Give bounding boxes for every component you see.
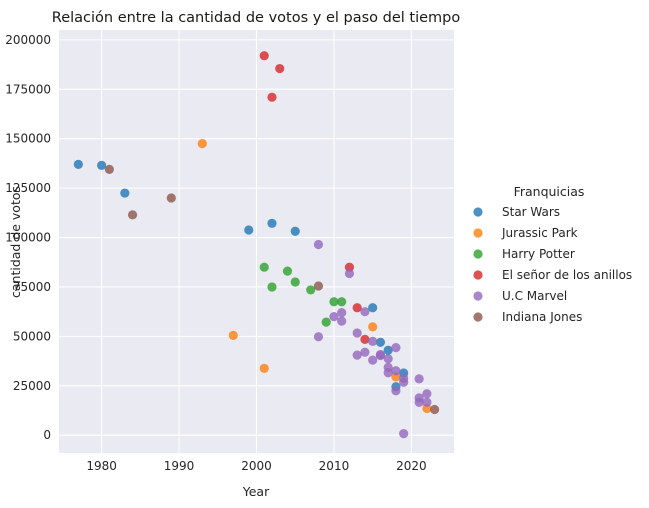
x-tick-label: 2000	[241, 459, 272, 473]
data-point	[368, 303, 378, 313]
legend-label: Harry Potter	[502, 247, 575, 261]
data-point	[352, 350, 362, 360]
data-point	[360, 347, 370, 357]
series-5	[104, 164, 440, 415]
data-point	[383, 345, 393, 355]
legend: Franquicias Star Wars Jurassic Park Harry …	[473, 184, 632, 324]
legend-marker	[473, 312, 483, 322]
x-tick-label: 1990	[164, 459, 195, 473]
data-point	[73, 159, 83, 170]
data-point	[166, 193, 176, 203]
legend-label: Star Wars	[502, 205, 560, 219]
data-point	[313, 281, 324, 291]
data-point	[422, 397, 432, 407]
data-point	[360, 334, 370, 344]
data-point	[368, 336, 378, 346]
data-point	[368, 355, 378, 365]
x-tick-labels: 1980 1990 2000 2010 2020	[86, 459, 426, 473]
data-point	[414, 397, 424, 407]
data-point	[259, 363, 269, 373]
data-point	[352, 303, 362, 313]
legend-marker	[473, 228, 483, 238]
legend-title: Franquicias	[514, 184, 585, 199]
data-point	[352, 328, 362, 338]
data-point	[313, 239, 324, 250]
data-point	[399, 429, 409, 439]
data-point	[267, 218, 277, 228]
data-point	[290, 277, 300, 287]
data-point	[383, 368, 393, 378]
series-3	[259, 51, 370, 344]
x-tick-label: 1980	[86, 459, 117, 473]
data-point	[375, 337, 386, 347]
y-tick-label: 100000	[5, 231, 51, 245]
data-point	[267, 92, 277, 102]
legend-label: Jurassic Park	[501, 226, 578, 240]
y-tick-label: 75000	[13, 280, 51, 294]
data-point	[267, 282, 277, 292]
data-point	[399, 377, 409, 387]
grid-lines	[59, 30, 454, 453]
legend-label: El señor de los anillos	[502, 268, 632, 282]
legend-marker	[473, 291, 483, 301]
y-tick-label: 50000	[13, 329, 51, 343]
data-point	[430, 404, 440, 415]
data-point	[422, 389, 432, 399]
data-point	[259, 262, 269, 272]
data-point	[422, 403, 432, 414]
y-tick-label: 0	[43, 428, 51, 442]
legend-label: U.C Marvel	[502, 289, 567, 303]
data-point	[120, 188, 130, 198]
data-point	[329, 297, 339, 307]
legend-label: Indiana Jones	[502, 310, 582, 324]
data-point	[313, 332, 324, 342]
data-point	[337, 308, 347, 318]
series-2	[259, 262, 347, 327]
legend-marker	[473, 270, 483, 280]
data-point	[306, 285, 316, 295]
data-point	[337, 316, 347, 326]
data-point	[96, 160, 107, 170]
data-point	[383, 354, 393, 364]
data-point	[275, 63, 285, 74]
data-point	[197, 139, 207, 149]
y-tick-labels: 0 25000 50000 75000 100000 125000 150000 175000…	[5, 33, 51, 442]
data-point	[104, 164, 114, 174]
data-point	[375, 349, 386, 360]
y-tick-label: 200000	[5, 33, 51, 47]
y-axis-label: cantidad de votos	[8, 186, 23, 298]
data-point	[344, 262, 355, 272]
data-point	[344, 268, 355, 279]
data-point	[414, 374, 424, 384]
data-point	[391, 343, 401, 353]
series-1	[197, 139, 432, 414]
x-tick-label: 2020	[396, 459, 427, 473]
data-point	[337, 297, 347, 307]
y-tick-label: 25000	[13, 379, 51, 393]
data-point	[228, 330, 238, 340]
data-point	[391, 386, 401, 396]
data-point	[329, 312, 339, 322]
legend-marker	[473, 207, 483, 217]
data-points	[73, 51, 440, 439]
y-tick-label: 125000	[5, 181, 51, 195]
data-point	[127, 210, 138, 220]
data-point	[282, 266, 293, 276]
data-point	[244, 225, 254, 235]
data-point	[259, 51, 269, 61]
y-tick-label: 175000	[5, 82, 51, 96]
chart-title: Relación entre la cantidad de votos y el…	[52, 10, 461, 26]
data-point	[360, 307, 370, 317]
data-point	[368, 322, 378, 332]
x-tick-label: 2010	[319, 459, 350, 473]
data-point	[321, 317, 331, 327]
legend-marker	[473, 249, 483, 259]
data-point	[391, 366, 401, 376]
x-axis-label: Year	[242, 484, 270, 499]
data-point	[290, 226, 300, 236]
series-4	[313, 239, 432, 439]
y-tick-label: 150000	[5, 132, 51, 146]
